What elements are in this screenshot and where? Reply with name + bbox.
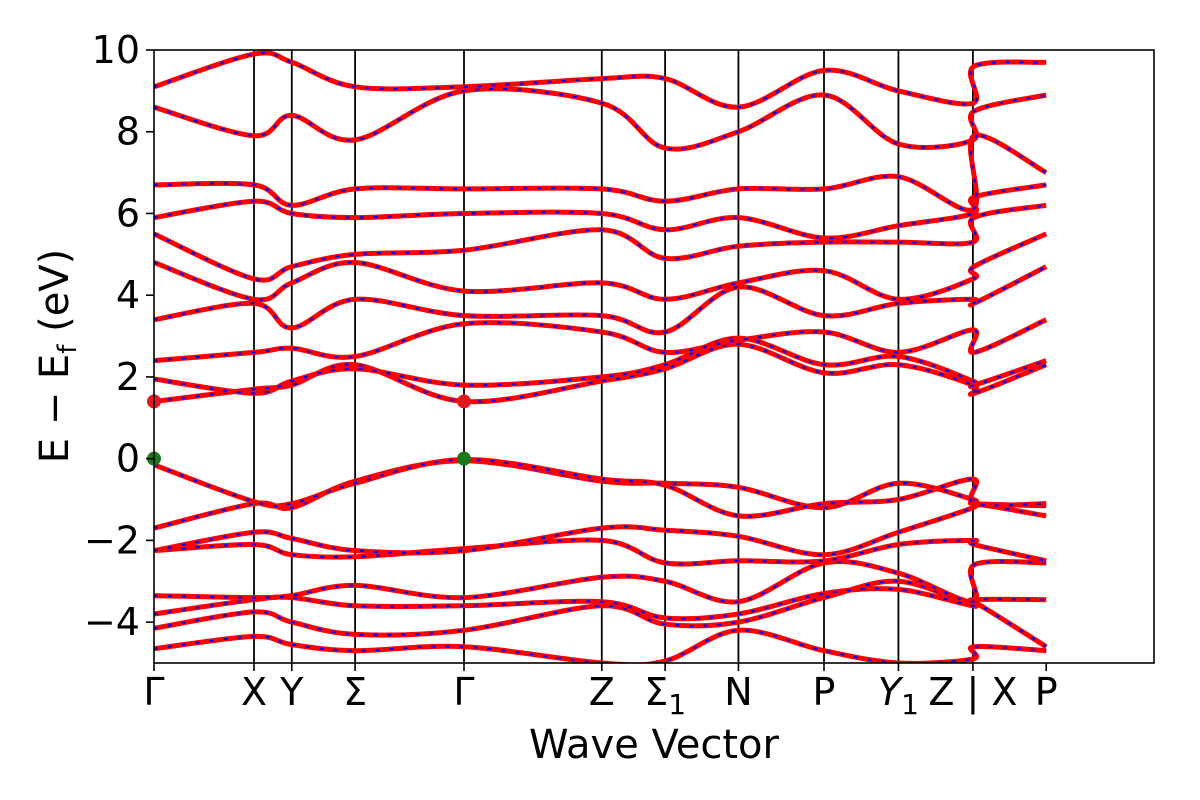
band-line-series-2 [154,459,1047,530]
y-axis-title: E − Ef (eV) [32,249,83,464]
y-tick-label: 4 [116,273,140,317]
band-line-series-1 [154,264,1048,336]
y-axis-ticks: −4 −2 0 2 4 6 8 10 [84,28,154,644]
x-tick-label: Y1 [878,670,919,721]
x-tick-label: N [724,670,752,714]
x-tick-label: P [1035,670,1058,714]
band-line-series-2 [154,343,1047,403]
y-axis-title-sub: f [53,344,83,354]
y-tick-label: −4 [84,600,140,644]
band-edge-marker [457,394,471,409]
y-tick-label: 2 [116,355,140,399]
y-axis-title-main: E − E [32,354,78,464]
x-tick-label: Σ1 [644,670,686,721]
x-axis-ticks: Γ X Y Σ Γ Z Σ1 N P Y1 Z | X P [143,663,1058,721]
band-line-series-1 [154,456,1047,519]
y-tick-label: 10 [92,28,140,72]
x-tick-label: Γ [453,670,474,714]
band-line-series-1 [154,317,1048,364]
y-axis-title-tail: (eV) [32,249,78,345]
x-axis-title: Wave Vector [529,722,780,768]
x-tick-label: Z [589,670,615,714]
band-line-series-2 [154,560,1047,604]
x-tick-label: Γ [143,670,164,714]
y-tick-label: 6 [116,191,140,235]
x-tick-label: P [813,670,836,714]
x-tick-label: Y [279,670,304,714]
band-line-series-2 [154,336,1047,395]
band-line-series-2 [154,204,1047,282]
band-line-series-1 [154,231,1048,303]
y-tick-label: 8 [116,110,140,154]
band-line-series-2 [154,183,1047,240]
x-tick-label: Σ [343,670,367,714]
band-line-series-2 [154,134,1047,212]
band-edge-marker [457,451,471,466]
y-tick-label: 0 [116,437,140,481]
x-tick-label: X [241,670,267,714]
band-line-series-2 [154,87,1047,151]
band-line-series-2 [154,538,1047,566]
x-tick-label: Z | X [928,670,1017,715]
band-line-series-2 [154,51,1047,109]
y-tick-label: −2 [84,518,140,562]
plot-frame [153,49,1155,664]
band-line-series-2 [154,501,1047,556]
band-line-series-2 [154,580,1047,648]
